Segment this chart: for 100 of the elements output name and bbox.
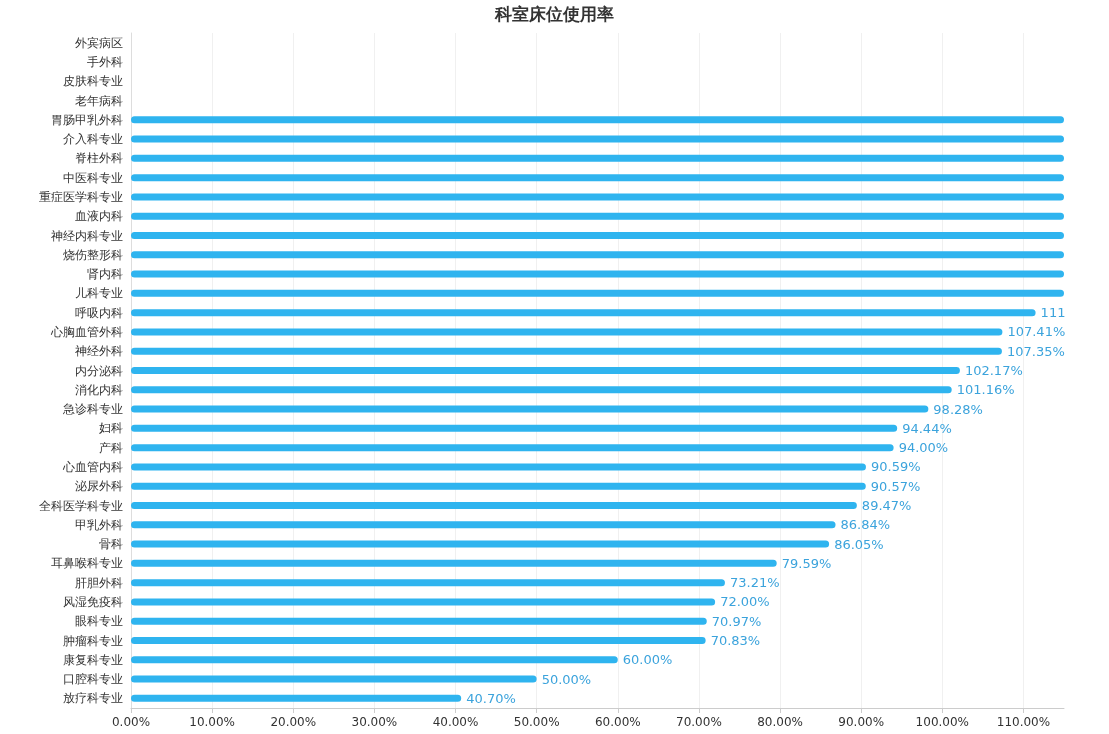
data-label: 73.21% xyxy=(729,575,780,591)
bar xyxy=(131,386,952,394)
data-label: 89.47% xyxy=(861,498,912,513)
y-tick-label: 老年病科 xyxy=(75,93,123,108)
bar xyxy=(131,309,1036,317)
x-tick-label: 40.00% xyxy=(432,715,479,729)
y-tick-label: 眼科专业 xyxy=(75,614,123,629)
data-label: 86.05% xyxy=(834,536,884,552)
data-label: 101.16% xyxy=(956,382,1015,398)
bar xyxy=(131,347,1002,355)
y-tick-label: 胃肠甲乳外科 xyxy=(51,112,123,127)
y-tick-label: 神经外科 xyxy=(75,344,123,359)
y-tick-label: 甲乳外科 xyxy=(75,517,123,532)
x-tick-label: 10.00% xyxy=(189,715,236,729)
bar xyxy=(131,174,1064,182)
data-label: 107.35% xyxy=(1006,343,1065,359)
bar xyxy=(131,637,706,644)
bar xyxy=(131,482,866,490)
data-label: 102.17% xyxy=(964,363,1023,378)
x-tick-label: 0.00% xyxy=(111,715,151,729)
bar xyxy=(131,251,1064,259)
y-tick-label: 手外科 xyxy=(87,54,123,69)
y-tick-label: 风湿免疫科 xyxy=(63,594,123,609)
y-tick-label: 肾内科 xyxy=(87,267,123,282)
bar xyxy=(131,463,866,471)
y-tick-label: 耳鼻喉科专业 xyxy=(51,556,123,571)
y-tick-label: 心血管内科 xyxy=(62,459,123,474)
bar xyxy=(131,328,1003,336)
bar xyxy=(131,540,830,548)
data-label: 50.00% xyxy=(541,671,592,687)
y-tick-label: 骨科 xyxy=(99,537,123,552)
x-tick-label: 70.00% xyxy=(676,715,722,729)
y-tick-label: 心胸血管外科 xyxy=(50,324,123,339)
data-label: 72.00% xyxy=(720,594,770,610)
data-label: 107.41% xyxy=(1007,324,1066,340)
y-tick-label: 消化内科 xyxy=(75,382,123,397)
data-label: 86.84% xyxy=(840,517,891,533)
y-tick-label: 中医科专业 xyxy=(63,170,123,185)
data-label: 60.00% xyxy=(622,652,673,668)
y-tick-label: 妇科 xyxy=(99,421,123,436)
y-tick-label: 介入科专业 xyxy=(63,132,123,147)
x-tick-label: 80.00% xyxy=(757,715,803,729)
y-tick-label: 重症医学科专业 xyxy=(39,189,123,204)
bar xyxy=(131,521,836,529)
bar xyxy=(131,135,1064,143)
y-tick-label: 呼吸内科 xyxy=(75,305,123,320)
bar xyxy=(131,579,725,587)
bar xyxy=(131,405,929,413)
bar xyxy=(131,675,537,683)
bar xyxy=(131,617,707,625)
y-tick-label: 口腔科专业 xyxy=(63,672,123,687)
data-label: 94.44% xyxy=(902,420,952,436)
chart-title: 科室床位使用率 xyxy=(494,3,614,24)
x-tick-label: 100.00% xyxy=(915,715,969,729)
y-tick-label: 肝胆外科 xyxy=(75,575,123,590)
x-tick-label: 20.00% xyxy=(270,715,317,729)
bar xyxy=(131,193,1064,201)
y-tick-label: 肿瘤科专业 xyxy=(63,633,123,648)
x-tick-label: 90.00% xyxy=(838,715,885,729)
bar xyxy=(131,289,1064,297)
data-label: 40.70% xyxy=(466,690,516,706)
y-tick-label: 神经内科专业 xyxy=(51,228,123,243)
x-tick-label: 60.00% xyxy=(594,715,641,729)
data-label: 98.28% xyxy=(933,401,983,417)
y-tick-label: 产科 xyxy=(99,440,123,455)
data-label: 90.59% xyxy=(870,459,921,475)
data-label: 111 xyxy=(1040,305,1066,321)
data-label: 70.97% xyxy=(711,613,762,629)
bar xyxy=(131,656,618,664)
data-label: 79.59% xyxy=(781,555,832,571)
data-label: 94.00% xyxy=(898,440,949,456)
y-tick-label: 放疗科专业 xyxy=(63,691,123,706)
y-tick-label: 内分泌科 xyxy=(75,363,123,378)
data-label: 70.83% xyxy=(710,633,761,648)
bar xyxy=(131,559,777,567)
y-tick-label: 康复科专业 xyxy=(63,652,123,667)
bar xyxy=(131,154,1064,162)
bar xyxy=(131,502,857,509)
y-tick-label: 皮肤科专业 xyxy=(63,74,123,89)
bar xyxy=(131,367,960,374)
x-tick-label: 50.00% xyxy=(513,715,560,729)
y-tick-label: 脊柱外科 xyxy=(75,151,123,166)
y-tick-label: 烧伤整形科 xyxy=(63,247,123,262)
bar xyxy=(131,694,462,702)
bar xyxy=(131,598,716,606)
y-tick-label: 儿科专业 xyxy=(75,286,123,301)
bar xyxy=(131,212,1064,220)
y-tick-label: 急诊科专业 xyxy=(62,402,123,417)
x-tick-label: 30.00% xyxy=(351,715,398,729)
y-tick-label: 泌尿外科 xyxy=(75,479,123,494)
y-tick-label: 血液内科 xyxy=(75,209,123,224)
bar xyxy=(131,270,1064,278)
bar xyxy=(131,232,1064,239)
bar xyxy=(131,424,898,432)
data-label: 90.57% xyxy=(870,478,921,494)
bar xyxy=(131,116,1064,124)
x-tick-label: 110.00% xyxy=(996,715,1051,729)
bar xyxy=(131,444,894,452)
y-tick-label: 全科医学科专业 xyxy=(39,498,123,513)
y-tick-label: 外宾病区 xyxy=(75,35,123,50)
